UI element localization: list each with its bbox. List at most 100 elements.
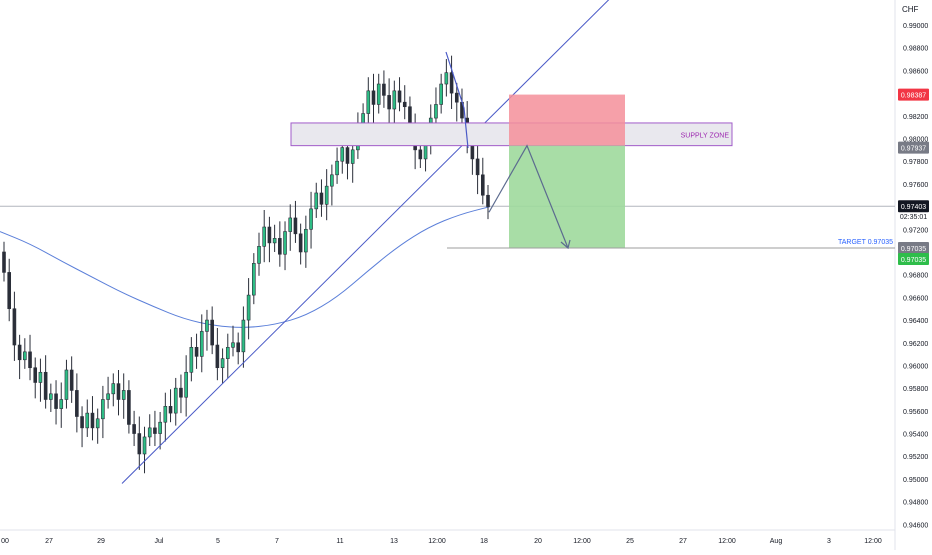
zone-price-badge-text: 0.97937 (901, 146, 926, 153)
price-tick-label: 0.97600 (903, 182, 928, 189)
candle-body (236, 342, 240, 353)
time-axis[interactable]: 00 27 29 Jul 5 7 11 13 12:00 18 20 12:00 25 27 12:00 Au… (1, 538, 882, 545)
candle-body (486, 194, 490, 207)
price-tick-label: 0.98200 (903, 114, 928, 121)
candle-body (257, 246, 261, 264)
candle-body (2, 251, 6, 273)
candle-body (7, 272, 12, 310)
candle (231, 325, 235, 357)
candle-body (439, 83, 443, 105)
candle-body (85, 412, 90, 429)
candle-body (205, 319, 209, 332)
candle (293, 200, 298, 243)
candle (106, 376, 110, 409)
candle (397, 77, 402, 112)
candle (486, 185, 490, 220)
chart-base-layer (0, 0, 896, 550)
target-price-badge-2[interactable]: 0.97035 (898, 253, 929, 266)
price-tick-label: 0.97200 (903, 227, 928, 234)
candle (2, 241, 6, 282)
stop-price-badge[interactable]: 0.98387 (898, 88, 929, 101)
candle (168, 389, 173, 423)
candle (366, 77, 371, 130)
candle-body (376, 83, 381, 105)
candle (283, 221, 287, 271)
candle (121, 373, 126, 419)
currency-label: CHF (902, 5, 919, 14)
candle (454, 82, 459, 122)
price-tick-label: 0.98800 (903, 46, 928, 53)
candle-body (278, 238, 282, 255)
current-price-badge[interactable]: 0.97403 (898, 200, 929, 213)
candle (387, 78, 391, 125)
drawings-group[interactable]: SUPPLY ZONE TARGET 0.97035 (121, 0, 895, 484)
trendline[interactable] (121, 0, 613, 484)
candle (392, 80, 397, 129)
candle-body (480, 174, 485, 196)
candle-body (366, 90, 371, 114)
candle (189, 337, 194, 382)
candle-body (49, 393, 53, 400)
candle-body (17, 344, 22, 361)
stop-price-badge-text: 0.98387 (901, 93, 926, 100)
candle (116, 369, 121, 416)
target-price-badge-2-text: 0.97035 (901, 257, 926, 264)
candle-body (210, 319, 214, 346)
candle (460, 88, 464, 128)
candle-body (397, 90, 402, 103)
candle-body (28, 351, 32, 369)
take-profit-zone[interactable] (509, 145, 625, 249)
candle (158, 411, 162, 450)
price-tick-label: 0.96600 (903, 295, 928, 302)
candle (95, 408, 100, 444)
time-tick-label: 25 (626, 538, 634, 545)
candle-body (418, 149, 423, 160)
candle (111, 373, 116, 407)
zone-price-badge[interactable]: 0.97937 (898, 141, 929, 154)
countdown-label: 02:35:01 (900, 214, 927, 221)
candle (252, 253, 256, 305)
candle (278, 221, 282, 267)
candle (241, 306, 246, 368)
candle-body (330, 174, 334, 187)
price-axis[interactable]: 0.99000 0.98800 0.98600 0.98200 0.98000 0.978… (898, 23, 929, 529)
candle-body (184, 371, 188, 398)
current-price-badge-bg (898, 200, 929, 213)
candle (179, 374, 183, 414)
peak-drawing-line[interactable] (445, 51, 469, 149)
candle (210, 306, 214, 355)
candle-body (288, 217, 293, 232)
current-price-badge-text: 0.97403 (901, 204, 926, 211)
candle (304, 215, 308, 268)
time-tick-label: 00 (1, 538, 9, 545)
candle (69, 356, 74, 403)
candle (17, 334, 22, 380)
candle-body (95, 418, 100, 429)
candle-body (231, 342, 235, 348)
projection-path[interactable] (488, 144, 569, 249)
candle-body (246, 294, 251, 321)
candle (382, 70, 386, 108)
target-price-badge[interactable]: 0.97035 (898, 242, 929, 255)
candle (330, 164, 334, 206)
candle (371, 73, 376, 124)
candle (101, 385, 105, 439)
candle (480, 157, 485, 205)
price-tick-label: 0.96000 (903, 363, 928, 370)
time-tick-label: Aug (770, 538, 783, 545)
candle (402, 85, 407, 120)
candle (225, 333, 230, 378)
stop-loss-zone[interactable] (509, 94, 625, 146)
candle (475, 145, 480, 195)
candle-body (43, 371, 48, 400)
candle-body (59, 399, 64, 409)
time-tick-label: 3 (827, 538, 831, 545)
candle-body (392, 90, 397, 110)
target-price-badge-bg (898, 242, 929, 255)
candle-body (111, 383, 116, 395)
candle-body (137, 433, 142, 455)
candle-body (199, 331, 204, 357)
candle (376, 73, 381, 114)
